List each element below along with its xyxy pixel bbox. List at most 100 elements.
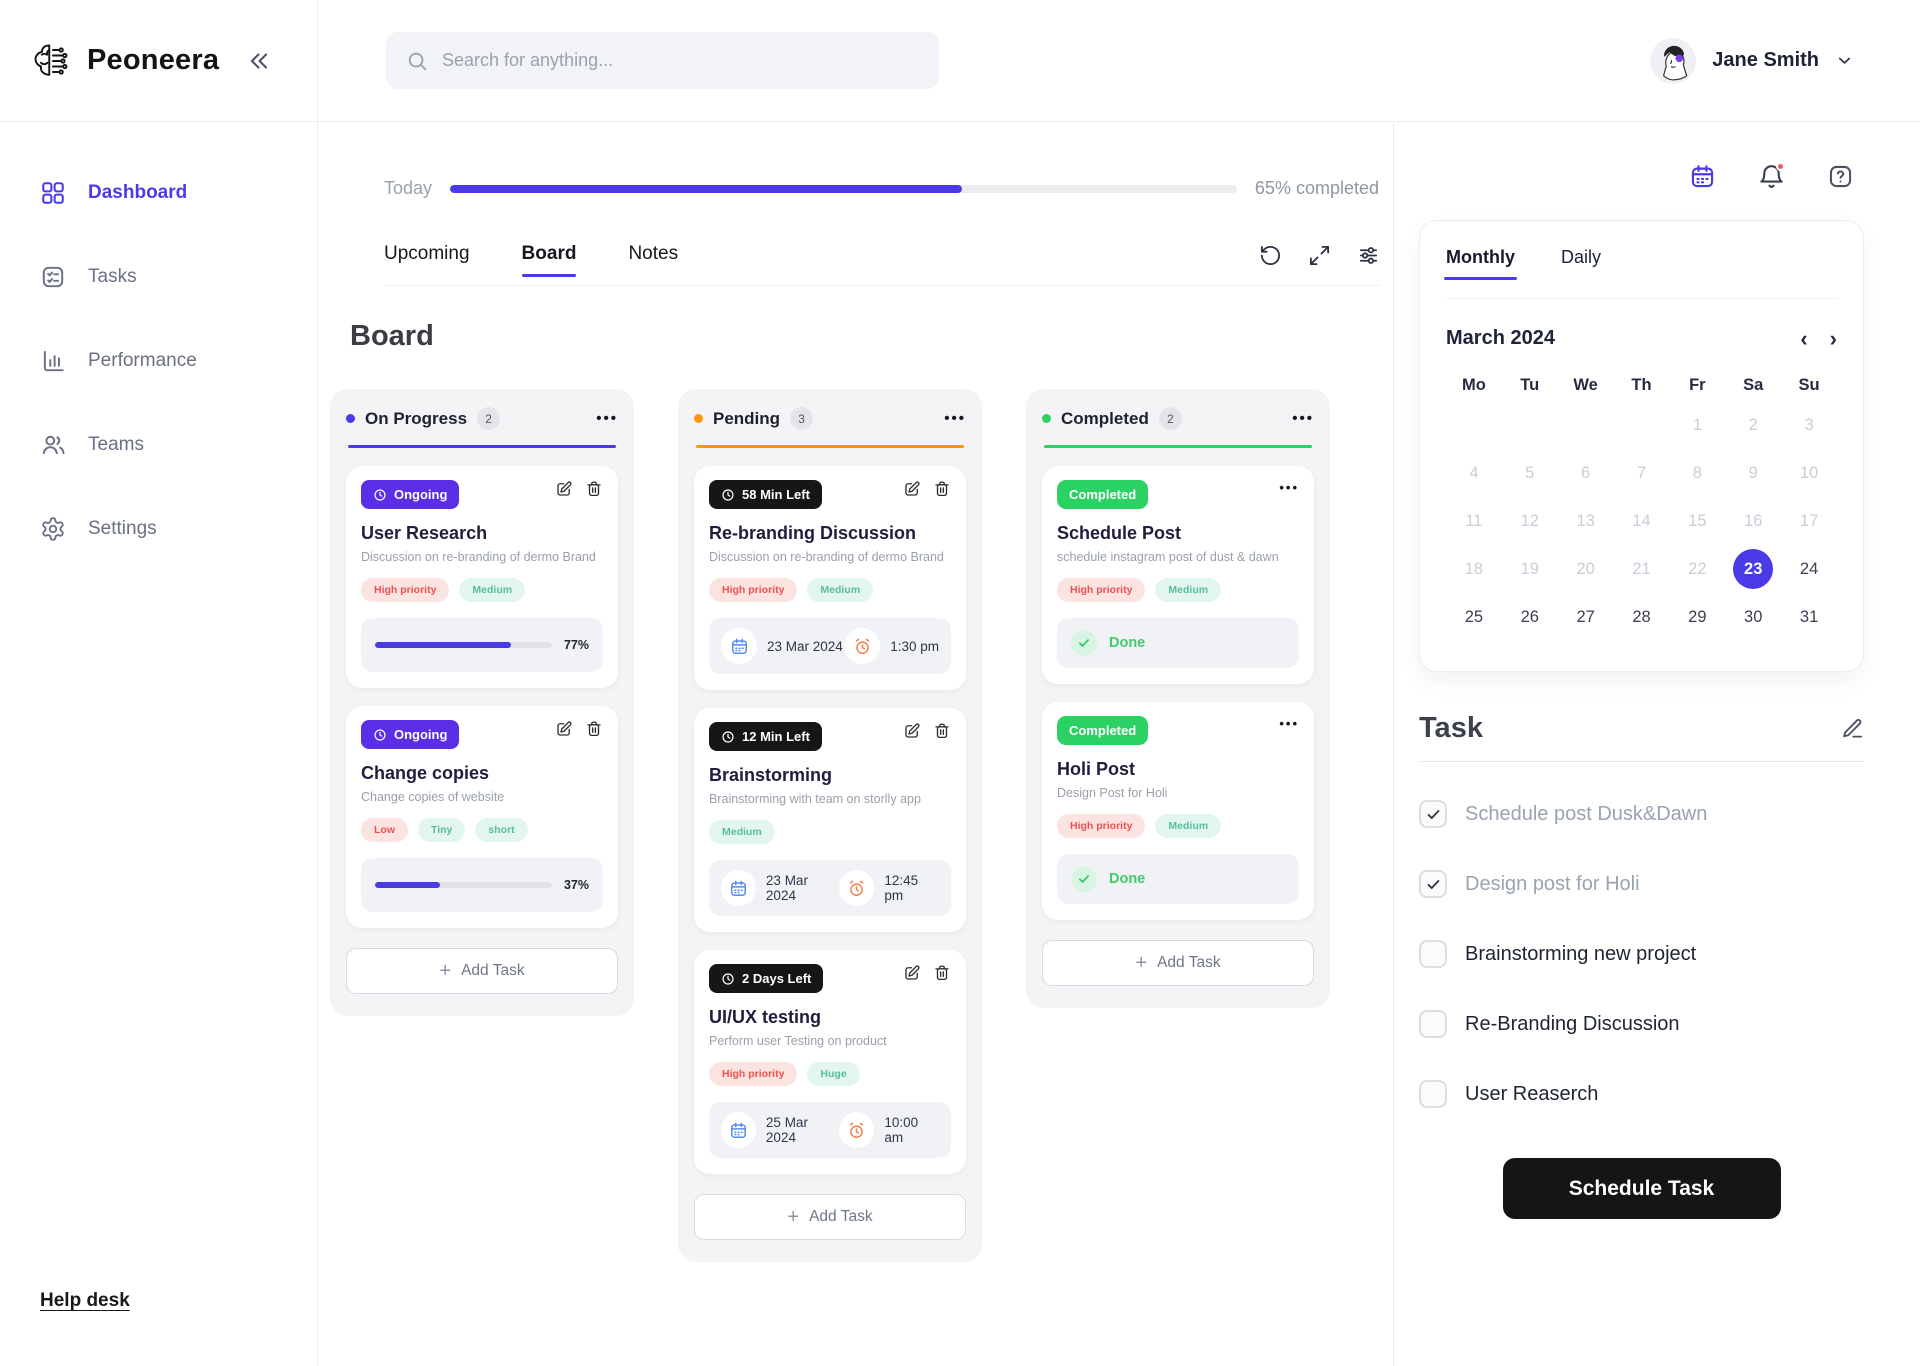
search-bar[interactable] — [386, 32, 939, 89]
card-progress-bar — [375, 642, 552, 648]
calendar-day-30[interactable]: 30 — [1744, 607, 1763, 626]
calendar-day-17[interactable]: 17 — [1799, 511, 1819, 530]
task-card[interactable]: Ongoing Change copies Change copies of web… — [346, 706, 618, 928]
add-task-button[interactable]: + Add Task — [694, 1194, 966, 1240]
card-description: schedule instagram post of dust & dawn — [1057, 550, 1279, 564]
help-desk-link[interactable]: Help desk — [40, 1290, 130, 1311]
calendar-day-7[interactable]: 7 — [1636, 463, 1647, 482]
calendar-day-13[interactable]: 13 — [1576, 511, 1595, 530]
trash-icon[interactable] — [585, 720, 603, 738]
calendar-day-26[interactable]: 26 — [1520, 607, 1539, 626]
sidebar-item-teams[interactable]: Teams — [40, 432, 317, 458]
calendar-day-2[interactable]: 2 — [1748, 415, 1758, 434]
calendar-next-icon[interactable]: › — [1829, 325, 1837, 351]
tag-medium: Medium — [709, 820, 775, 844]
card-date-label: 23 Mar 2024 — [765, 873, 808, 903]
trash-icon[interactable] — [585, 480, 603, 498]
task-card[interactable]: 2 Days Left UI/UX testing Perform user Tes… — [694, 950, 966, 1174]
trash-icon[interactable] — [933, 480, 951, 498]
calendar-icon[interactable] — [1689, 163, 1716, 190]
task-card[interactable]: Completed ••• Holi Post Design Post for Hol… — [1042, 702, 1314, 920]
tab-notes[interactable]: Notes — [628, 243, 679, 264]
calendar-month-label: March 2024 — [1446, 327, 1555, 349]
calendar-day-25[interactable]: 25 — [1464, 607, 1484, 626]
calendar-day-8[interactable]: 8 — [1692, 463, 1702, 482]
clock-icon — [721, 730, 735, 744]
task-card[interactable]: 12 Min Left Brainstorming Brainstorming wi… — [694, 708, 966, 932]
calendar-day-19[interactable]: 19 — [1520, 559, 1539, 578]
calendar-day-31[interactable]: 31 — [1799, 607, 1819, 626]
calendar-day-12[interactable]: 12 — [1520, 511, 1539, 530]
sidebar-item-dashboard[interactable]: Dashboard — [40, 180, 317, 206]
add-task-button[interactable]: + Add Task — [1042, 940, 1314, 986]
column-menu-icon[interactable]: ••• — [944, 410, 966, 427]
calendar-day-22[interactable]: 22 — [1688, 559, 1707, 578]
checkbox-unchecked[interactable] — [1419, 940, 1447, 968]
calendar-day-20[interactable]: 20 — [1576, 559, 1595, 578]
edit-icon[interactable] — [555, 720, 573, 738]
calendar-tab-daily[interactable]: Daily — [1561, 247, 1602, 267]
column-menu-icon[interactable]: ••• — [1292, 410, 1314, 427]
calendar-day-21[interactable]: 21 — [1632, 559, 1651, 578]
edit-icon[interactable] — [903, 722, 921, 740]
calendar-day-11[interactable]: 11 — [1465, 511, 1483, 530]
edit-pencil-icon[interactable] — [1841, 717, 1864, 740]
calendar-day-5[interactable]: 5 — [1525, 463, 1535, 482]
calendar-day-6[interactable]: 6 — [1581, 463, 1591, 482]
calendar-day-29[interactable]: 29 — [1688, 607, 1707, 626]
calendar-day-16[interactable]: 16 — [1744, 511, 1763, 530]
calendar-day-14[interactable]: 14 — [1632, 511, 1651, 530]
card-title: Schedule Post — [1057, 523, 1182, 543]
trash-icon[interactable] — [933, 722, 951, 740]
calendar-day-24[interactable]: 24 — [1799, 559, 1819, 578]
checkbox-unchecked[interactable] — [1419, 1080, 1447, 1108]
task-card[interactable]: Ongoing User Research Discussion on re-bra… — [346, 466, 618, 688]
notifications-bell-icon[interactable] — [1758, 162, 1785, 190]
calendar-day-9[interactable]: 9 — [1748, 463, 1758, 482]
calendar-tab-monthly[interactable]: Monthly — [1444, 247, 1517, 280]
tab-upcoming[interactable]: Upcoming — [384, 243, 470, 264]
task-card[interactable]: 58 Min Left Re-branding Discussion Discuss… — [694, 466, 966, 690]
edit-icon[interactable] — [903, 964, 921, 982]
card-menu-icon[interactable]: ••• — [1279, 716, 1299, 731]
calendar-day-27[interactable]: 27 — [1576, 607, 1595, 626]
sidebar-item-settings[interactable]: Settings — [40, 516, 317, 542]
calendar-prev-icon[interactable]: ‹ — [1800, 325, 1808, 351]
expand-icon[interactable] — [1308, 244, 1331, 267]
sidebar-item-performance[interactable]: Performance — [40, 348, 317, 374]
checkbox-checked[interactable] — [1419, 870, 1447, 898]
edit-icon[interactable] — [903, 480, 921, 498]
tab-board[interactable]: Board — [521, 243, 576, 285]
calendar-day-23[interactable]: 23 — [1725, 545, 1781, 593]
calendar-day-10[interactable]: 10 — [1799, 463, 1819, 482]
calendar-day-4[interactable]: 4 — [1469, 463, 1479, 482]
schedule-task-button[interactable]: Schedule Task — [1502, 1158, 1781, 1219]
column-menu-icon[interactable]: ••• — [596, 410, 618, 427]
help-icon[interactable] — [1827, 163, 1854, 190]
checkbox-unchecked[interactable] — [1419, 1010, 1447, 1038]
edit-icon[interactable] — [555, 480, 573, 498]
calendar-day-28[interactable]: 28 — [1632, 607, 1651, 626]
search-input[interactable] — [442, 50, 919, 71]
card-tags: High priority Huge — [709, 1062, 951, 1086]
card-menu-icon[interactable]: ••• — [1279, 480, 1299, 495]
trash-icon[interactable] — [933, 964, 951, 982]
calendar-day-18[interactable]: 18 — [1464, 559, 1484, 578]
calendar-day-1[interactable]: 1 — [1692, 415, 1702, 434]
board-column-pending: Pending 3 ••• 58 Min Left Re-branding Discus… — [678, 389, 982, 1262]
tag-high-priority: High priority — [1057, 814, 1146, 838]
calendar-day-15[interactable]: 15 — [1688, 511, 1707, 530]
refresh-icon[interactable] — [1259, 244, 1282, 267]
checkbox-checked[interactable] — [1419, 800, 1447, 828]
sidebar-collapse-icon[interactable] — [246, 48, 272, 74]
user-menu[interactable]: Jane Smith — [1650, 37, 1854, 84]
card-tags: High priority Medium — [709, 578, 951, 602]
task-card[interactable]: Completed ••• Schedule Post schedule instag… — [1042, 466, 1314, 684]
user-name: Jane Smith — [1712, 49, 1819, 71]
card-actions — [903, 722, 951, 740]
add-task-button[interactable]: + Add Task — [346, 948, 618, 994]
calendar-day-3[interactable]: 3 — [1804, 415, 1814, 434]
sidebar-item-tasks[interactable]: Tasks — [40, 264, 317, 290]
filter-sliders-icon[interactable] — [1357, 244, 1380, 267]
